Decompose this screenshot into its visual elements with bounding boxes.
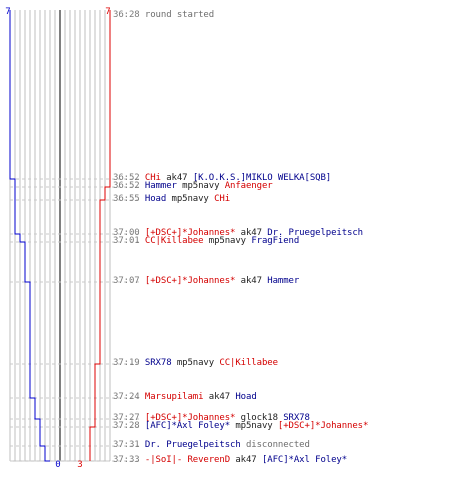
weapon-text: ak47 <box>160 173 193 183</box>
player-name: [+DSC+]*Johannes* <box>277 421 369 431</box>
weapon-text: ak47 <box>235 228 268 238</box>
player-name: FragFiend <box>251 236 300 246</box>
event-row: 37:07 [+DSC+]*Johannes* ak47 Hammer <box>113 276 299 287</box>
event-time: 36:55 <box>113 194 140 204</box>
event-dashes <box>10 178 140 462</box>
event-time: 37:33 <box>113 455 140 465</box>
event-time: 37:00 <box>113 228 140 238</box>
player-name: [+DSC+]*Johannes* <box>144 228 236 238</box>
event-row: 36:55 Hoad mp5navy CHi <box>113 194 230 205</box>
weapon-text: ak47 <box>230 455 262 465</box>
event-row: 37:19 SRX78 mp5navy CC|Killabee <box>113 358 278 369</box>
event-time: 36:52 <box>113 181 140 191</box>
event-row: 36:52 CHi ak47 [K.O.K.S.]MIKLO WELKA[SQB… <box>113 173 331 184</box>
event-row: 36:28 round started <box>113 10 214 21</box>
grid-lines <box>9 10 111 462</box>
event-time: 37:31 <box>113 440 140 450</box>
weapon-text: glock18 <box>235 413 284 423</box>
event-time: 36:28 <box>113 10 140 20</box>
event-time: 36:52 <box>113 173 140 183</box>
player-name: [+DSC+]*Johannes* <box>144 276 236 286</box>
event-row: 37:24 Marsupilami ak47 Hoad <box>113 392 257 403</box>
event-time: 37:24 <box>113 392 140 402</box>
event-time: 37:27 <box>113 413 140 423</box>
player-name: SRX78 <box>283 413 310 423</box>
event-row: 37:28 [AFC]*Axl Foley* mp5navy [+DSC+]*J… <box>113 421 368 432</box>
event-row: 37:27 [+DSC+]*Johannes* glock18 SRX78 <box>113 413 310 424</box>
event-row: 37:00 [+DSC+]*Johannes* ak47 Dr. Pruegel… <box>113 228 363 239</box>
player-name: Hoad <box>144 194 167 204</box>
weapon-text: mp5navy <box>176 181 225 191</box>
event-row: 37:33 -|SoI|- ReverenD ak47 [AFC]*Axl Fo… <box>113 455 347 466</box>
event-text: round started <box>144 10 215 20</box>
player-name: Anfaenger <box>224 181 273 191</box>
blue-end-count: 0 <box>55 460 60 470</box>
event-time: 37:01 <box>113 236 140 246</box>
event-row: 37:01 CC|Killabee mp5navy FragFiend <box>113 236 299 247</box>
player-name: -|SoI|- ReverenD <box>144 455 231 465</box>
player-name: Hammer <box>267 276 300 286</box>
player-name: CC|Killabee <box>144 236 204 246</box>
player-name: [K.O.K.S.]MIKLO WELKA[SQB] <box>192 173 332 183</box>
weapon-text: mp5navy <box>171 358 220 368</box>
event-time: 37:28 <box>113 421 140 431</box>
player-name: SRX78 <box>144 358 172 368</box>
weapon-text: mp5navy <box>166 194 215 204</box>
player-name: Hammer <box>144 181 177 191</box>
weapon-text: ak47 <box>235 276 268 286</box>
player-name: [AFC]*Axl Foley* <box>144 421 231 431</box>
player-name: Marsupilami <box>144 392 204 402</box>
player-name: Hoad <box>235 392 257 402</box>
event-time: 37:19 <box>113 358 140 368</box>
weapon-text: ak47 <box>203 392 236 402</box>
event-row: 37:31 Dr. Pruegelpeitsch disconnected <box>113 440 310 451</box>
blue-team-alive-line <box>9 10 50 462</box>
weapon-text: mp5navy <box>203 236 252 246</box>
player-name: [+DSC+]*Johannes* <box>144 413 236 423</box>
red-team-alive-line <box>89 10 111 461</box>
event-text: disconnected <box>240 440 310 450</box>
player-name: CHi <box>144 173 161 183</box>
blue-start-count: 7 <box>5 7 10 17</box>
player-name: [AFC]*Axl Foley* <box>261 455 348 465</box>
event-time: 37:07 <box>113 276 140 286</box>
red-end-count: 3 <box>77 460 82 470</box>
player-name: CHi <box>214 194 231 204</box>
red-start-count: 7 <box>105 7 110 17</box>
player-name: Dr. Pruegelpeitsch <box>144 440 241 450</box>
player-name: CC|Killabee <box>219 358 278 368</box>
weapon-text: mp5navy <box>230 421 278 431</box>
player-name: Dr. Pruegelpeitsch <box>267 228 363 238</box>
event-row: 36:52 Hammer mp5navy Anfaenger <box>113 181 273 192</box>
